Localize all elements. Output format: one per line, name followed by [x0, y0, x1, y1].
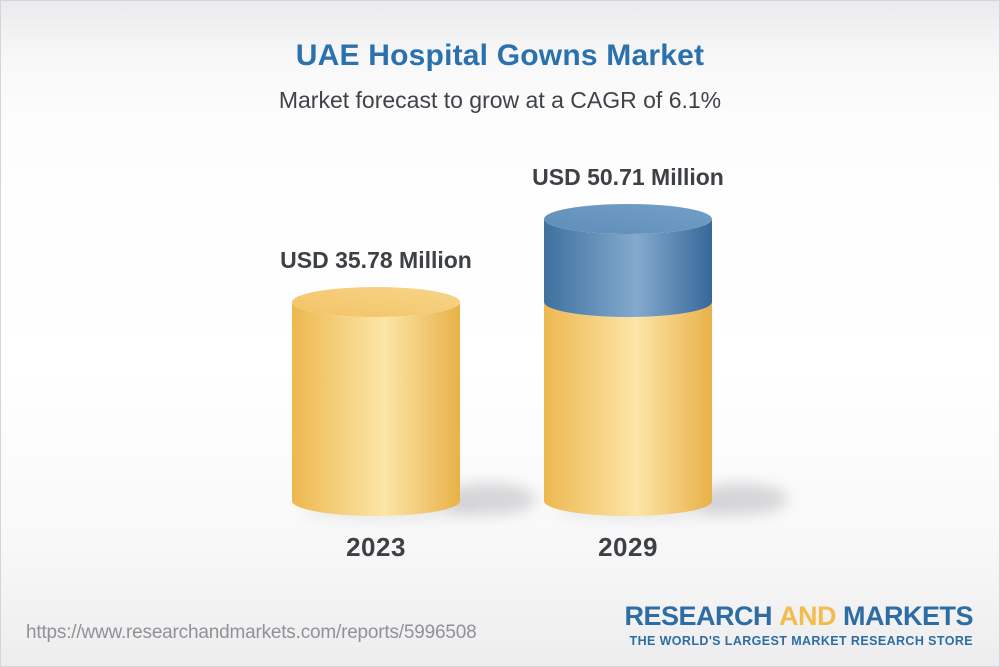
- cylinder-segment-2023-0: [292, 302, 460, 516]
- category-label-1: 2029: [598, 532, 658, 562]
- bar-value-label-0: USD 35.78 Million: [280, 247, 472, 274]
- page-subtitle: Market forecast to grow at a CAGR of 6.1…: [278, 87, 722, 113]
- cylinder-shadow: [692, 483, 788, 515]
- cylinder-segment-2029-0: [544, 302, 712, 516]
- report-url: https://www.researchandmarkets.com/repor…: [26, 622, 477, 643]
- logo-word-and: AND: [779, 601, 837, 631]
- logo-word-research: RESEARCH: [624, 601, 772, 631]
- logo-word-markets: MARKETS: [843, 601, 974, 631]
- cylinder-shadow: [440, 483, 536, 515]
- page-title: UAE Hospital Gowns Market: [295, 39, 705, 72]
- cylinder-shadow: [302, 499, 478, 521]
- cylinder-segment-2029-1: [544, 219, 712, 318]
- logo-wordmark: RESEARCH AND MARKETS: [624, 602, 973, 631]
- bar-value-label-1: USD 50.71 Million: [532, 164, 724, 190]
- researchandmarkets-logo: RESEARCH AND MARKETS THE WORLD'S LARGEST M…: [624, 602, 973, 649]
- cylinder-shadow: [554, 499, 730, 521]
- cylinder-top-2023: [292, 287, 460, 318]
- category-label-0: 2023: [346, 532, 406, 562]
- logo-tagline: THE WORLD'S LARGEST MARKET RESEARCH STOR…: [629, 634, 973, 648]
- cylinder-top-2029: [544, 204, 712, 234]
